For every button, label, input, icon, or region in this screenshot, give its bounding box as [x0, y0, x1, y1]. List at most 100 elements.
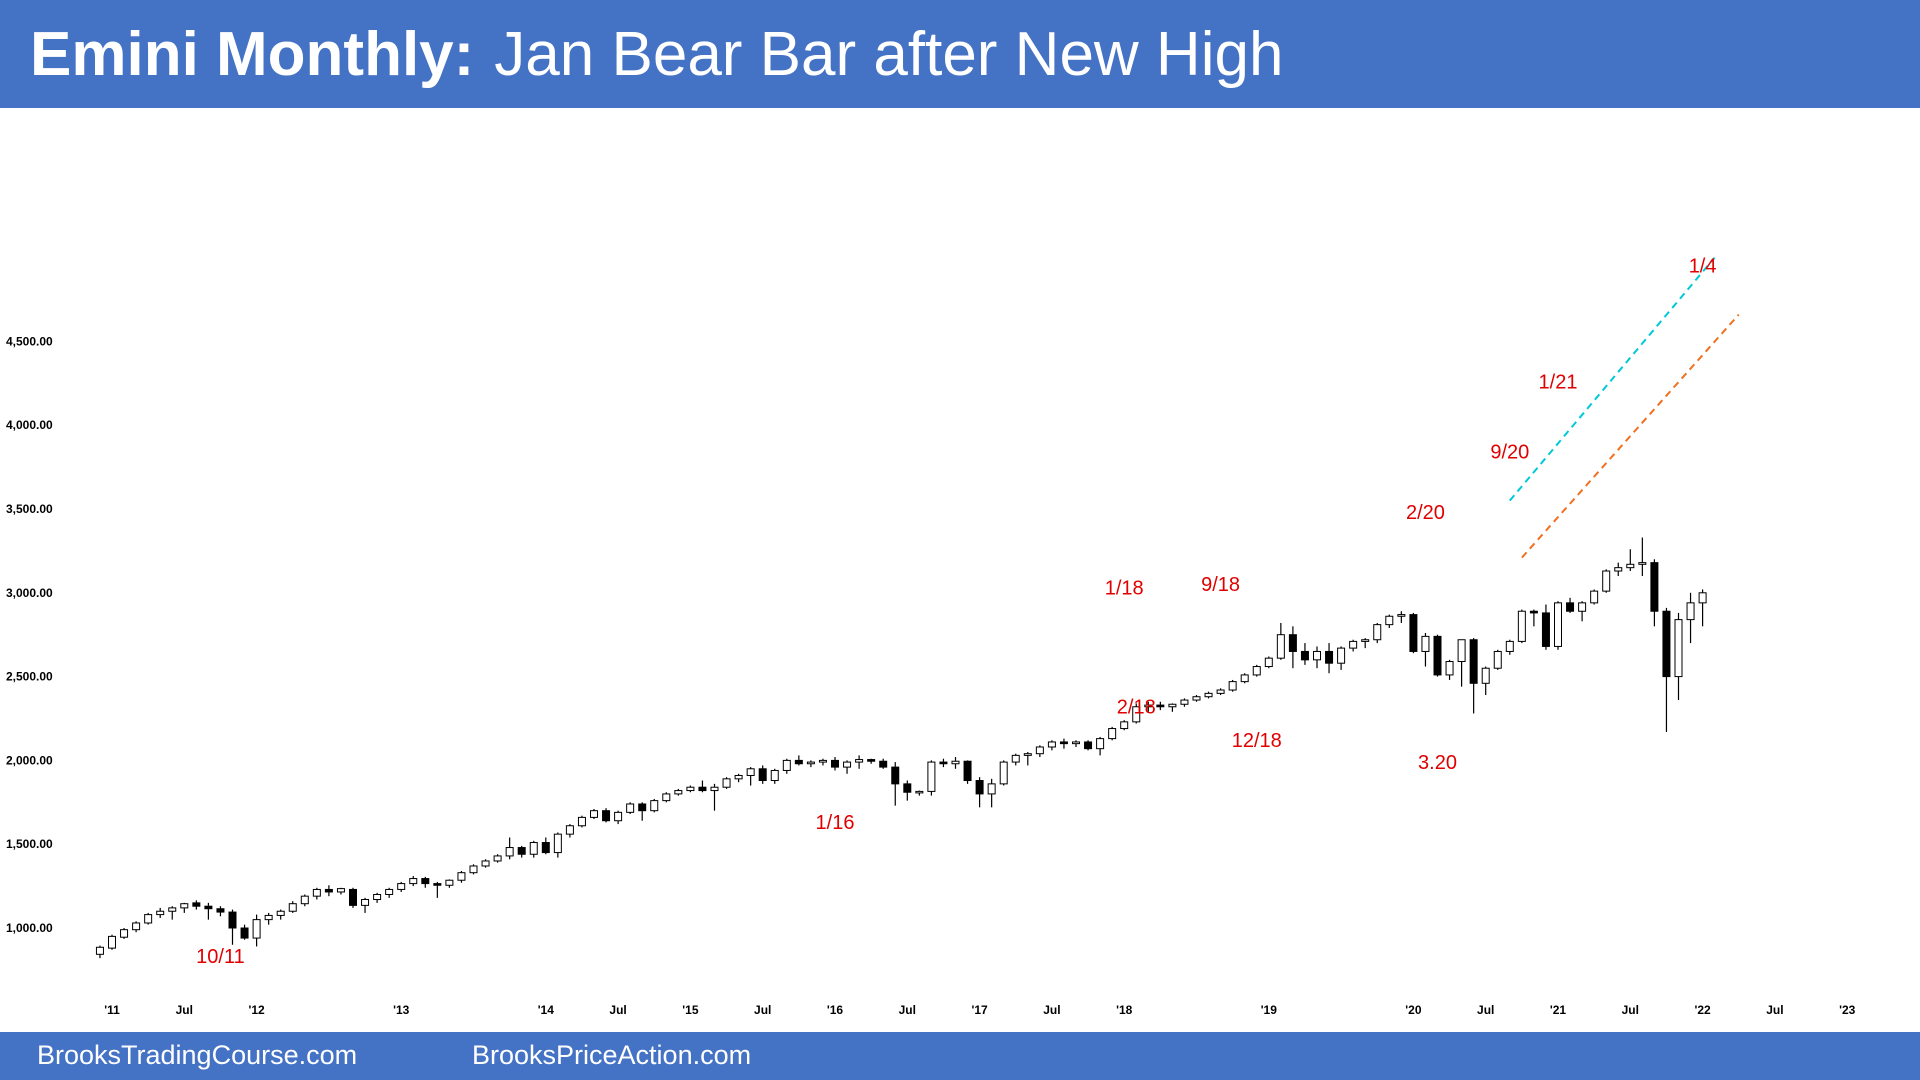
- candle-body: [987, 783, 996, 795]
- candle-body: [1313, 650, 1321, 661]
- candle: [590, 809, 598, 820]
- candle-body: [120, 929, 129, 938]
- candle-body: [156, 910, 165, 916]
- candle: [1240, 673, 1249, 684]
- candle-body: [1144, 704, 1153, 708]
- candle: [1662, 607, 1671, 732]
- candle: [541, 837, 550, 855]
- candle: [445, 879, 454, 888]
- candle: [300, 894, 309, 907]
- candle: [433, 881, 442, 898]
- candle: [156, 907, 165, 918]
- candle-body: [674, 790, 683, 795]
- candle: [1698, 589, 1707, 627]
- candle-body: [722, 778, 731, 788]
- candle: [1264, 656, 1273, 669]
- candle-body: [1566, 602, 1575, 612]
- candle-body: [445, 879, 454, 886]
- candle: [493, 854, 502, 863]
- candle: [361, 897, 370, 913]
- candle: [1578, 601, 1587, 622]
- candle-body: [650, 800, 659, 812]
- candle: [831, 757, 839, 771]
- candle-body: [276, 910, 285, 916]
- candle-body: [192, 902, 201, 907]
- y-tick-label: 4,000.00: [6, 418, 53, 432]
- candle-body: [915, 790, 924, 794]
- candle-body: [855, 759, 864, 763]
- candle: [891, 762, 900, 806]
- candle-body: [662, 793, 671, 802]
- candle: [517, 845, 526, 858]
- candle-body: [469, 865, 478, 874]
- candle-body: [867, 759, 876, 762]
- candle-body: [541, 842, 550, 854]
- candle-body: [975, 780, 984, 795]
- candle: [806, 760, 815, 768]
- candle: [1144, 701, 1153, 712]
- candle: [1566, 597, 1575, 613]
- candle-body: [288, 903, 297, 912]
- candle: [469, 864, 478, 875]
- candle-body: [927, 761, 936, 792]
- candle: [204, 902, 213, 920]
- candle-body: [132, 922, 141, 931]
- candle-body: [1084, 741, 1093, 750]
- candle: [1602, 569, 1611, 593]
- candle-body: [1216, 689, 1225, 694]
- x-tick-label: '21: [1550, 1003, 1567, 1017]
- candle: [1120, 720, 1129, 731]
- candle-body: [1120, 721, 1129, 730]
- candle: [1481, 666, 1490, 696]
- trend-lines: [1509, 256, 1740, 559]
- candle: [120, 928, 129, 939]
- candle: [734, 773, 743, 783]
- y-tick-label: 1,000.00: [6, 921, 53, 935]
- footer-link-brooks-price-action[interactable]: BrooksPriceAction.com: [472, 1040, 752, 1070]
- candle: [529, 840, 538, 858]
- candle-body: [529, 842, 538, 855]
- candle-body: [204, 905, 213, 910]
- x-tick-label: Jul: [176, 1003, 193, 1017]
- candle-body: [144, 914, 153, 924]
- candle: [1554, 601, 1562, 650]
- candle-body: [1337, 647, 1346, 664]
- candle-body: [1517, 610, 1526, 642]
- candle-body: [565, 825, 574, 835]
- candle: [1084, 740, 1093, 751]
- candle: [867, 758, 876, 764]
- candle: [312, 887, 321, 900]
- candle: [1674, 612, 1683, 701]
- candle: [939, 758, 948, 768]
- candle: [614, 810, 623, 825]
- candle-body: [1156, 704, 1165, 708]
- candle: [1590, 589, 1599, 605]
- candle-body: [1614, 567, 1623, 572]
- x-tick-label: '23: [1839, 1003, 1856, 1017]
- candle: [602, 808, 611, 823]
- x-tick-label: Jul: [1622, 1003, 1639, 1017]
- y-tick-label: 3,000.00: [6, 586, 53, 600]
- candle-body: [1108, 728, 1117, 740]
- candle-body: [1349, 640, 1358, 649]
- candle-body: [794, 759, 803, 765]
- candle: [782, 758, 791, 774]
- candle: [577, 815, 586, 828]
- y-tick-label: 2,500.00: [6, 670, 53, 684]
- candle: [1529, 609, 1538, 627]
- annotation-label: 10/11: [196, 946, 245, 968]
- candle: [216, 906, 225, 917]
- annotation-label: 1/18: [1105, 577, 1144, 599]
- candle: [168, 906, 177, 920]
- candle-body: [1554, 602, 1562, 647]
- x-tick-label: '18: [1116, 1003, 1133, 1017]
- candle: [626, 802, 635, 815]
- candle-body: [421, 878, 430, 885]
- candle-body: [999, 761, 1008, 785]
- candle-body: [553, 833, 562, 854]
- footer-link-brooks-trading-course[interactable]: BrooksTradingCourse.com: [37, 1040, 358, 1070]
- candle-body: [1590, 590, 1599, 604]
- candle: [1313, 646, 1321, 669]
- candle-body: [349, 888, 357, 906]
- candle: [481, 859, 490, 868]
